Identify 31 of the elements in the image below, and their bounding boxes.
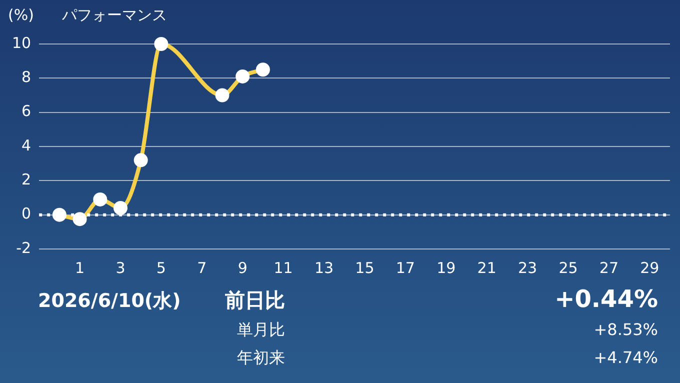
- y-tick-label: 8: [22, 68, 32, 86]
- x-tick-label: 13: [314, 258, 334, 277]
- x-tick-label: 11: [274, 258, 293, 277]
- x-tick-label: 5: [156, 258, 166, 277]
- x-tick-label: 27: [599, 258, 618, 277]
- x-tick-label: 15: [355, 258, 374, 277]
- y-tick-label: -2: [16, 238, 32, 257]
- x-tick-label: 1: [75, 258, 85, 277]
- x-tick-label: 21: [477, 258, 496, 277]
- y-tick-label: 0: [22, 204, 32, 223]
- text: 前日比: [225, 287, 285, 314]
- text: +4.74%: [594, 348, 658, 367]
- chart-title: パフォーマンス: [62, 6, 167, 25]
- x-tick-label: 9: [238, 258, 248, 277]
- y-tick-label: 10: [12, 34, 32, 52]
- x-tick-label: 17: [396, 258, 415, 277]
- y-tick-label: 2: [22, 170, 32, 189]
- text: 単月比: [237, 320, 285, 341]
- y-tick-label: 4: [22, 136, 32, 154]
- x-tick-label: 29: [640, 258, 660, 277]
- x-tick-label: 19: [436, 258, 456, 277]
- text: 2026/6/10(水): [38, 289, 181, 314]
- text: 年初来: [237, 348, 285, 369]
- x-tick-label: 3: [116, 258, 126, 277]
- x-tick-label: 25: [558, 258, 578, 277]
- y-tick-label: 6: [22, 102, 32, 120]
- y-axis-title: (%): [8, 6, 34, 24]
- x-tick-label: 23: [518, 258, 538, 277]
- text: +0.44%: [554, 285, 658, 313]
- x-tick-label: 7: [197, 258, 207, 277]
- text: +8.53%: [594, 320, 658, 339]
